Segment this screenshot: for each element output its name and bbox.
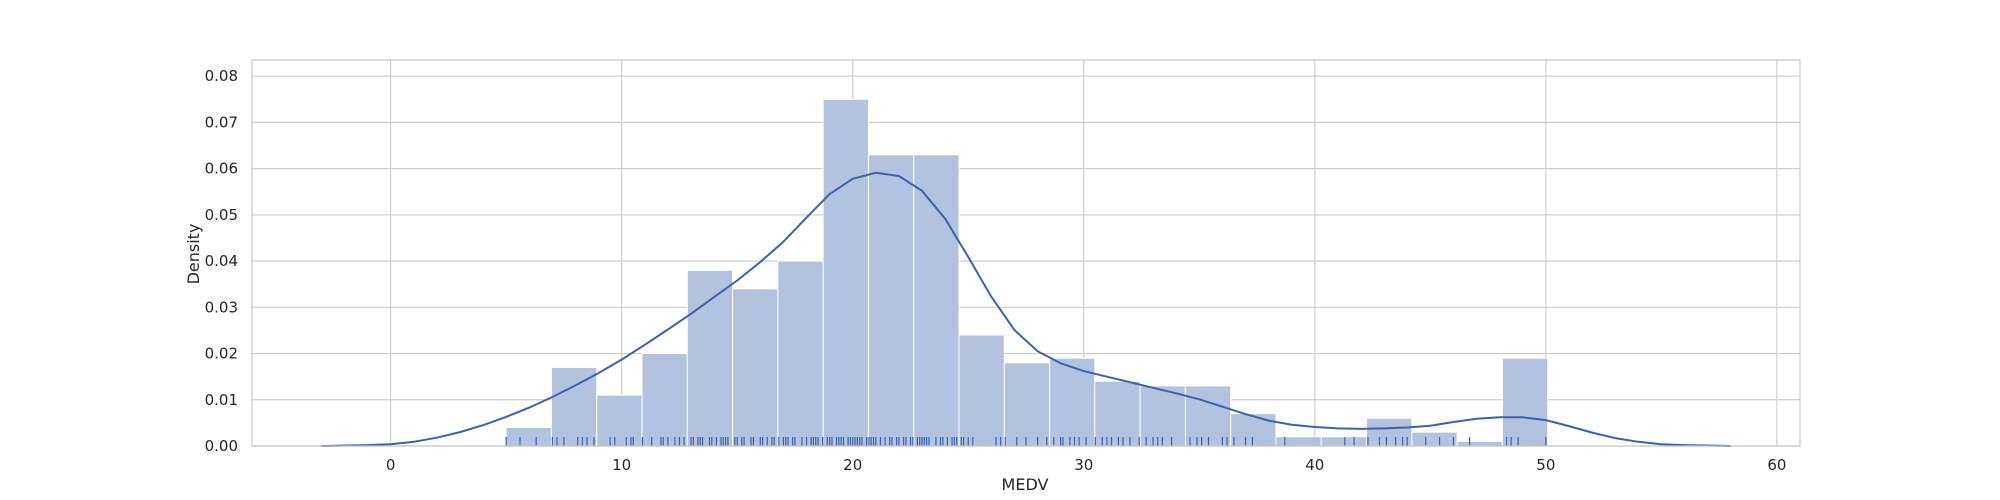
y-tick-label: 0.05 <box>205 206 238 224</box>
plot-frame <box>251 59 1801 447</box>
histogram-bar <box>641 353 688 447</box>
histogram-bar <box>913 154 960 447</box>
y-tick-label: 0.06 <box>205 160 238 178</box>
histogram-bar <box>1094 380 1141 447</box>
y-tick-label: 0.00 <box>205 437 238 455</box>
histogram-bar <box>958 334 1005 447</box>
y-tick-labels: 0.00 0.01 0.02 0.03 0.04 0.05 0.06 0.07 0.08 <box>205 67 238 455</box>
x-tick-label: 30 <box>1074 456 1093 474</box>
histogram-bar <box>867 154 915 447</box>
histogram-bar <box>1456 440 1503 447</box>
x-tick-label: 20 <box>843 456 862 474</box>
x-axis-label: MEDV <box>1002 475 1049 494</box>
y-tick-label: 0.02 <box>205 345 238 363</box>
x-tick-label: 40 <box>1305 456 1324 474</box>
y-tick-label: 0.03 <box>205 298 238 316</box>
histogram-bar <box>1501 357 1549 447</box>
histogram-bar <box>1411 431 1458 447</box>
histogram-bars <box>505 98 1549 447</box>
histogram-bar <box>732 288 779 447</box>
y-tick-label: 0.01 <box>205 391 238 409</box>
x-tick-labels: 0 10 20 30 40 50 60 <box>386 456 1787 474</box>
x-tick-label: 60 <box>1767 456 1786 474</box>
histogram-bar <box>550 366 598 447</box>
x-tick-label: 0 <box>386 456 396 474</box>
histogram-bar <box>686 269 734 447</box>
histogram-bar <box>822 98 869 447</box>
histogram-bar <box>1003 362 1051 447</box>
y-tick-label: 0.04 <box>205 252 238 270</box>
histogram-bar <box>1184 385 1232 447</box>
grid-lines <box>252 60 1800 447</box>
histogram-bar <box>1366 417 1413 447</box>
histogram-bar <box>777 260 824 447</box>
histogram-bar <box>1320 436 1368 447</box>
histogram-bar <box>505 427 552 447</box>
rug-marks <box>505 437 1547 446</box>
x-tick-label: 10 <box>612 456 631 474</box>
y-tick-label: 0.08 <box>205 67 238 85</box>
histogram-bar <box>1230 413 1277 447</box>
kde-curve <box>321 171 1731 447</box>
x-tick-label: 50 <box>1536 456 1555 474</box>
y-tick-label: 0.07 <box>205 113 238 131</box>
histogram-bar <box>1275 436 1322 447</box>
histogram-bar <box>596 394 643 447</box>
y-axis-label: Density <box>184 224 203 285</box>
